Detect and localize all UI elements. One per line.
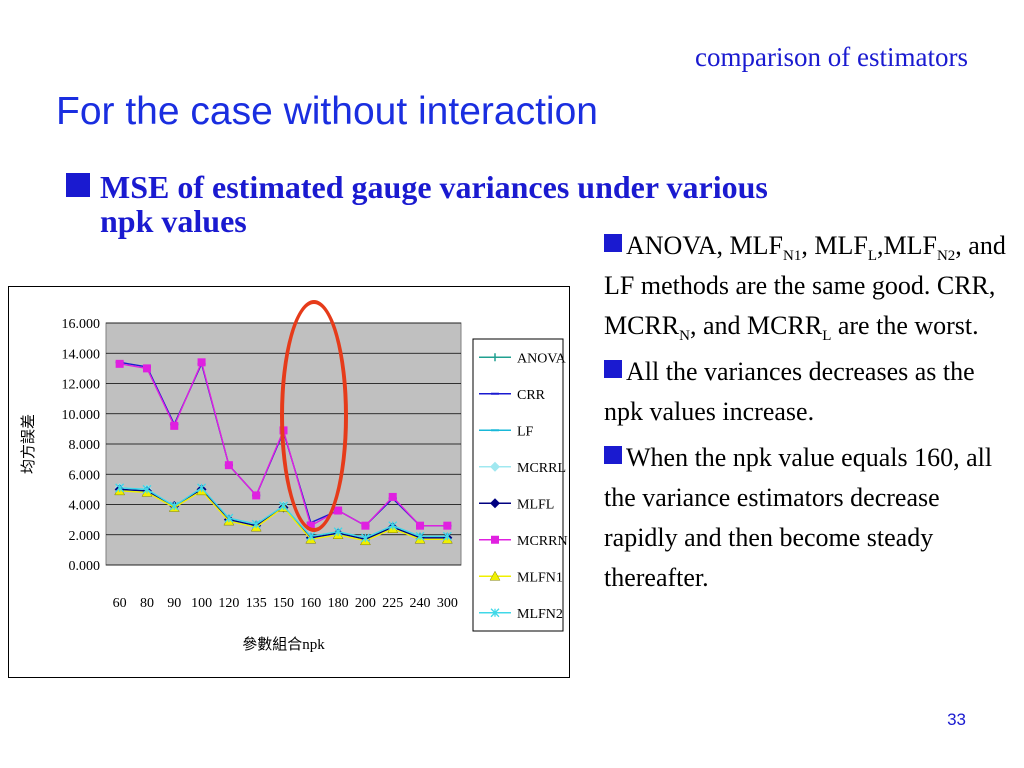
y-tick-label: 10.000 <box>62 408 101 423</box>
legend-label: MCRRL <box>517 461 566 476</box>
x-tick-label: 200 <box>355 596 376 611</box>
legend-marker <box>490 608 500 618</box>
data-point-mlfn2 <box>224 513 234 523</box>
data-point-mcrrn <box>361 521 370 530</box>
note-text: , and MCRR <box>690 311 823 340</box>
data-point-mlfn2 <box>142 484 152 494</box>
x-tick-label: 100 <box>191 596 212 611</box>
data-point-mcrrn <box>388 492 397 501</box>
data-point-mcrrn <box>170 421 179 430</box>
x-tick-label: 150 <box>273 596 294 611</box>
note-text: , and LF methods are the same good. CRR,… <box>604 231 1006 340</box>
data-point-mlfn2 <box>333 527 343 537</box>
legend-label: MLFN2 <box>517 607 563 622</box>
bullet-square-icon <box>66 173 90 197</box>
legend-label: MLFN1 <box>517 570 563 585</box>
main-bullet-line1: MSE of estimated gauge variances under v… <box>100 169 768 205</box>
note-subscript: L <box>822 328 832 344</box>
x-tick-label: 60 <box>113 596 127 611</box>
data-point-mcrrn <box>416 521 425 530</box>
bullet-square-icon <box>604 234 622 252</box>
highlight-ellipse <box>280 300 348 532</box>
data-point-mcrrn <box>252 491 261 500</box>
x-tick-label: 180 <box>328 596 349 611</box>
data-point-mlfn2 <box>306 531 316 541</box>
note-item: ANOVA, MLFN1, MLFL,MLFN2, and LF methods… <box>604 226 1016 346</box>
legend-marker <box>489 570 501 581</box>
x-tick-label: 120 <box>218 596 239 611</box>
note-item: All the variances decreases as the npk v… <box>604 352 1016 432</box>
note-item: When the npk value equals 160, all the v… <box>604 438 1016 598</box>
note-text: , <box>876 231 884 260</box>
data-point-mlfn2 <box>415 531 425 541</box>
note-subscript: N2 <box>936 248 956 264</box>
y-tick-label: 6.000 <box>69 468 101 483</box>
data-point-mlfn2 <box>251 519 261 529</box>
data-point-mcrrn <box>224 461 233 470</box>
data-point-mlfn2 <box>442 531 452 541</box>
main-bullet-line2: npk values <box>100 203 247 239</box>
data-point-mlfn2 <box>279 501 288 511</box>
legend-marker <box>490 461 500 472</box>
note-text: MLF <box>883 231 937 260</box>
note-subscript: L <box>867 248 877 264</box>
legend-marker <box>491 535 499 544</box>
legend-marker <box>491 353 499 362</box>
data-point-mlfn2 <box>388 521 398 531</box>
main-bullet: MSE of estimated gauge variances under v… <box>66 170 966 238</box>
y-axis-label: 均方誤差 <box>20 414 37 474</box>
data-point-mlfn2 <box>115 483 125 493</box>
legend-label: CRR <box>517 388 546 403</box>
note-subscript: N <box>679 328 690 344</box>
y-tick-label: 4.000 <box>69 499 101 514</box>
data-point-mcrrn <box>443 521 452 530</box>
y-tick-label: 2.000 <box>69 529 101 544</box>
slide-title: For the case without interaction <box>56 90 598 133</box>
x-tick-label: 135 <box>246 596 267 611</box>
legend-label: MLFL <box>517 497 554 512</box>
note-text: When the npk value equals 160, all the v… <box>604 443 993 592</box>
note-text: are the worst. <box>831 311 979 340</box>
chart-frame: 0.000 2.000 4.000 6.000 8.000 10.000 12.000 14.… <box>8 286 570 678</box>
x-tick-label: 240 <box>410 596 431 611</box>
x-tick-label: 90 <box>167 596 181 611</box>
legend-box <box>472 338 564 632</box>
data-point-mcrrn <box>197 358 206 367</box>
x-tick-label: 80 <box>140 596 154 611</box>
bullet-square-icon <box>604 360 622 378</box>
legend-marker <box>490 498 500 509</box>
legend-label: LF <box>517 424 534 439</box>
y-tick-label: 8.000 <box>69 438 101 453</box>
x-tick-label: 160 <box>300 596 321 611</box>
bullet-square-icon <box>604 446 622 464</box>
data-point-mlfn2 <box>169 501 179 511</box>
page-number: 33 <box>947 710 966 729</box>
legend-label: ANOVA <box>517 351 567 366</box>
data-point-mcrrn <box>142 364 151 373</box>
note-text: ANOVA, MLF <box>626 231 783 260</box>
note-subscript: N1 <box>783 248 802 264</box>
y-tick-label: 14.000 <box>62 347 101 362</box>
y-tick-label: 16.000 <box>62 317 101 332</box>
data-point-mlfn2 <box>197 483 207 493</box>
slide-subtitle: comparison of estimators <box>695 42 968 72</box>
data-point-mcrrn <box>334 506 343 515</box>
note-text: , MLF <box>801 231 868 260</box>
note-text: All the variances decreases as the npk v… <box>604 357 975 426</box>
x-tick-label: 300 <box>437 596 458 611</box>
data-point-mlfn2 <box>360 533 370 543</box>
y-tick-label: 0.000 <box>69 559 101 574</box>
legend-label: MCRRN <box>517 534 568 549</box>
notes-column: ANOVA, MLFN1, MLFL,MLFN2, and LF methods… <box>604 226 1016 604</box>
x-tick-label: 225 <box>382 596 403 611</box>
x-axis-label: 參數組合npk <box>242 636 325 653</box>
data-point-mcrrn <box>115 359 124 368</box>
y-tick-label: 12.000 <box>62 378 101 393</box>
